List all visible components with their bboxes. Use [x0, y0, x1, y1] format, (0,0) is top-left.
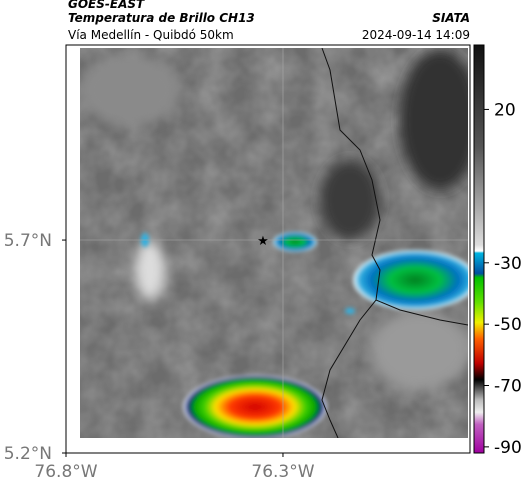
- datetime: 2024-09-14 14:09: [362, 28, 470, 42]
- colorbar: [473, 44, 485, 454]
- map-frame: [65, 44, 471, 454]
- x-tick-label: 76.8°W: [34, 462, 97, 482]
- y-tick-label: 5.2°N: [4, 444, 52, 464]
- satellite: GOES-EAST: [68, 0, 145, 11]
- title: Temperatura de Brillo CH13: [68, 11, 255, 25]
- x-tick-label: 76.3°W: [251, 462, 314, 482]
- colorbar-tick-label: -90: [494, 438, 522, 458]
- colorbar-tick-label: -30: [494, 254, 522, 274]
- y-tick-label: 5.7°N: [4, 231, 52, 251]
- colorbar-tick-label: 20: [494, 100, 516, 120]
- satellite-image: ★: [80, 48, 468, 438]
- svg-text:★: ★: [257, 234, 269, 249]
- colorbar-tick-label: -50: [494, 315, 522, 335]
- org: SIATA: [432, 11, 470, 25]
- subtitle: Vía Medellín - Quibdó 50km: [68, 28, 234, 42]
- colorbar-tick-label: -70: [494, 377, 522, 397]
